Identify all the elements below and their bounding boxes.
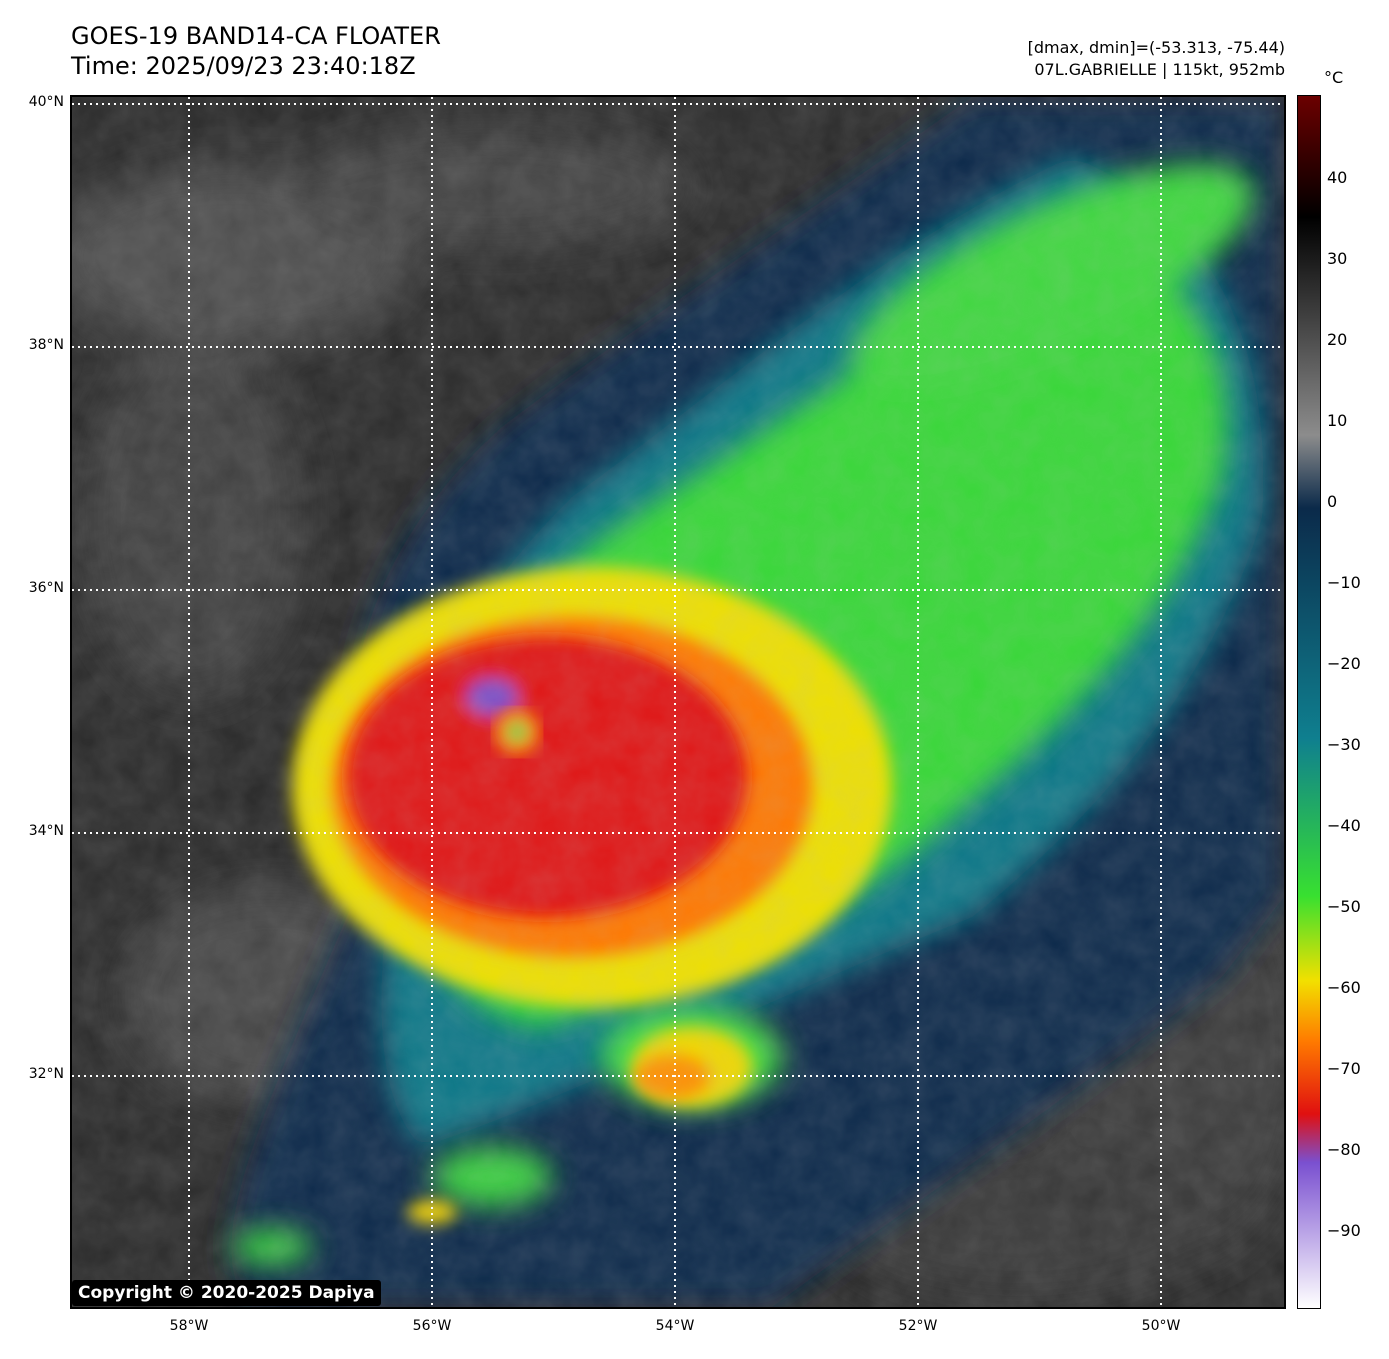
- lon-label-50w: 50°W: [1141, 1318, 1181, 1334]
- colorbar-tick: −20: [1327, 654, 1361, 673]
- colorbar-unit: °C: [1324, 68, 1344, 87]
- dmax-dmin-readout: [dmax, dmin]=(-53.313, -75.44): [1027, 38, 1285, 57]
- colorbar-tick: 30: [1327, 249, 1348, 268]
- copyright-badge: Copyright © 2020-2025 Dapiya: [72, 1280, 381, 1306]
- title-product: GOES-19 BAND14-CA FLOATER: [71, 22, 441, 50]
- storm-info: 07L.GABRIELLE | 115kt, 952mb: [1034, 60, 1285, 79]
- colorbar-tick: −30: [1327, 735, 1361, 754]
- colorbar-tick: 40: [1327, 168, 1348, 187]
- graticule: [72, 97, 1284, 1307]
- colorbar-tick: −10: [1327, 573, 1361, 592]
- colorbar-tick: −90: [1327, 1221, 1361, 1240]
- colorbar-tick: −80: [1327, 1140, 1361, 1159]
- lat-label-36n: 36°N: [28, 580, 64, 596]
- lat-label-38n: 38°N: [28, 337, 64, 353]
- lat-label-40n: 40°N: [28, 94, 64, 110]
- colorbar-tick: −50: [1327, 897, 1361, 916]
- ir-imagery: [72, 97, 1284, 1307]
- title-time: Time: 2025/09/23 23:40:18Z: [71, 52, 416, 80]
- temperature-colorbar: [1297, 95, 1321, 1309]
- colorbar-tick: 0: [1327, 492, 1338, 511]
- colorbar-tick: −60: [1327, 978, 1361, 997]
- lat-label-34n: 34°N: [28, 823, 64, 839]
- lon-label-52w: 52°W: [898, 1318, 938, 1334]
- lon-label-58w: 58°W: [169, 1318, 209, 1334]
- colorbar-tick: 10: [1327, 411, 1348, 430]
- lon-label-56w: 56°W: [412, 1318, 452, 1334]
- satellite-map: [70, 95, 1286, 1309]
- colorbar-tick: 20: [1327, 330, 1348, 349]
- lat-label-32n: 32°N: [28, 1066, 64, 1082]
- colorbar-tick: −70: [1327, 1059, 1361, 1078]
- colorbar-tick: −40: [1327, 816, 1361, 835]
- lon-label-54w: 54°W: [655, 1318, 695, 1334]
